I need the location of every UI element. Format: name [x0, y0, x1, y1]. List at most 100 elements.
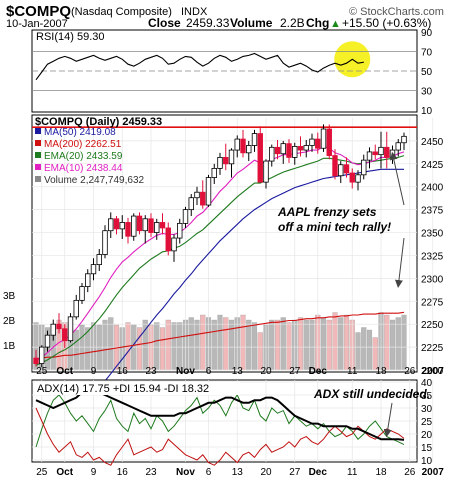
adx-panel: 10 15 20 25 30 35 40 ADX(14) 17.75 +DI 15.94 -…	[31, 378, 434, 467]
x-tick-label: 26	[404, 366, 416, 377]
price-tick-label: 2250	[421, 320, 444, 331]
volume-tick-label: 1B	[3, 341, 16, 352]
candle-body	[62, 328, 68, 342]
price-tick-label: 2275	[421, 297, 444, 308]
candle-body	[85, 273, 91, 288]
price-tick-label: 2350	[421, 229, 444, 240]
candle-body	[384, 146, 390, 158]
watermark: © StockCharts.com	[349, 6, 444, 18]
candle-body	[159, 222, 166, 229]
candle-body	[50, 323, 56, 336]
ema10-line	[35, 145, 405, 362]
price-tick-label: 2450	[421, 137, 444, 148]
candle-body	[44, 334, 51, 348]
volume-bar	[102, 319, 108, 371]
candle-body	[349, 172, 355, 183]
candle-body	[90, 264, 97, 275]
candle-body	[292, 146, 298, 158]
volume-tick-label: 3B	[3, 291, 16, 302]
chg-arrow-icon: ▲	[330, 18, 341, 30]
x-tick-label: Nov	[176, 366, 195, 377]
candle-body	[315, 138, 321, 149]
x-tick-label: 23	[145, 366, 157, 377]
candle-body	[119, 222, 125, 230]
volume-bar	[389, 319, 396, 371]
volume-bar	[171, 322, 177, 371]
candle-body	[177, 222, 183, 239]
price-tick-label: 2425	[421, 160, 444, 171]
candle-body	[102, 230, 108, 255]
volume-bar	[79, 324, 85, 371]
candle-body	[131, 215, 137, 237]
candle-body	[33, 357, 39, 364]
x-tick-label: 6	[206, 366, 212, 377]
volume-bar	[131, 324, 137, 371]
adx-title: ADX(14) 17.75 +DI 15.94 -DI 18.32	[37, 383, 209, 395]
aapl-annotation-line2: off a mini tech rally!	[278, 220, 391, 234]
legend-ma50-swatch	[35, 128, 41, 134]
price-tick-label: 2375	[421, 206, 444, 217]
candle-body	[326, 128, 332, 156]
candle-body	[228, 149, 235, 165]
candle-body	[148, 218, 154, 233]
volume-bar	[217, 314, 223, 371]
plus-di-line	[35, 394, 405, 448]
legend-ma200-swatch	[35, 140, 41, 146]
x-tick-label: 13	[232, 467, 244, 478]
exchange: INDX	[181, 6, 208, 18]
volume-bar	[286, 322, 292, 371]
volume-bar	[361, 327, 367, 371]
annotation-arrow-price	[389, 151, 405, 206]
candle-body	[67, 316, 74, 342]
close-value: 2459.33	[186, 16, 230, 30]
symbol: $COMPQ	[6, 3, 71, 20]
legend-ma50: MA(50) 2419.08	[44, 127, 116, 138]
candle-body	[108, 218, 114, 232]
candle-body	[79, 286, 85, 301]
candle-body	[165, 227, 171, 252]
volume-bar	[165, 319, 171, 371]
minus-di-line	[35, 407, 405, 466]
volume-tick-label: 2B	[3, 316, 16, 327]
x-tick-label: 25	[36, 366, 48, 377]
volume-bar	[194, 319, 200, 371]
x-tick-label: 11	[347, 467, 358, 478]
volume-bar	[303, 319, 309, 371]
x-tick-label: Dec	[309, 366, 328, 377]
candle-body	[257, 133, 263, 183]
volume-bar	[395, 317, 401, 371]
ema20-line	[35, 155, 405, 366]
close-label: Close	[148, 16, 181, 30]
candle-body	[194, 191, 200, 199]
x-tick-label: 20	[260, 467, 272, 478]
candle-body	[39, 346, 45, 364]
volume-bar	[309, 319, 315, 371]
candle-body	[136, 215, 143, 232]
candle-body	[211, 167, 217, 178]
candle-body	[355, 174, 361, 183]
candle-body	[401, 135, 407, 144]
rsi-tick-label: 10	[421, 106, 433, 117]
ma200-line	[35, 311, 405, 360]
volume-bar	[274, 319, 281, 371]
volume-bar	[228, 319, 235, 371]
x-tick-label: 18	[375, 467, 387, 478]
volume-bar	[355, 332, 361, 371]
x-tick-label: 26	[404, 467, 416, 478]
candle-body	[366, 151, 373, 161]
rsi-title: RSI(14) 59.30	[36, 31, 104, 43]
volume-bar	[320, 317, 327, 371]
candle-body	[113, 218, 120, 230]
candle-body	[142, 218, 148, 232]
adx-tick-label: 10	[421, 456, 433, 467]
candle-body	[251, 133, 258, 146]
x-tick-label: 16	[117, 467, 129, 478]
x-tick-label: 23	[145, 467, 157, 478]
volume-bar	[280, 317, 286, 371]
x-tick-label: 11	[347, 366, 358, 377]
chg-label: Chg	[306, 16, 329, 30]
adx-tick-label: 40	[421, 378, 433, 389]
rsi-tick-label: 70	[421, 48, 433, 59]
volume-bar	[297, 317, 304, 371]
volume-bar	[384, 314, 390, 371]
